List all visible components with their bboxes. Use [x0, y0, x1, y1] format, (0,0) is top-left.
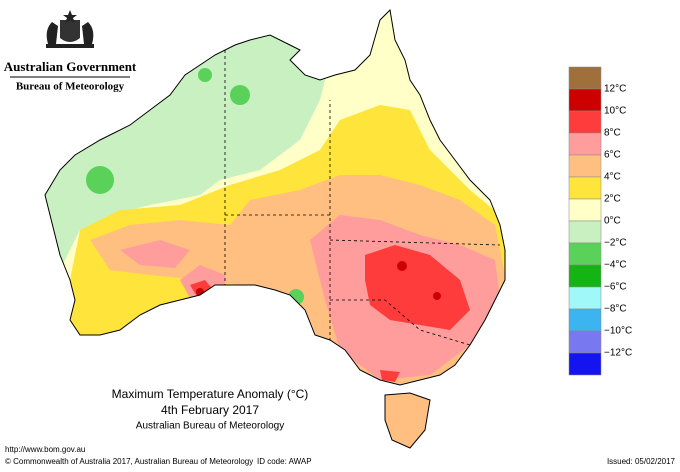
legend: 12°C 10°C 8°C 6°C 4°C 2°C 0°C −2°C −4°C −6°C −8°C −…	[568, 66, 632, 376]
coat-of-arms	[46, 10, 94, 48]
legend-label: 8°C	[604, 128, 621, 139]
government-name: Australian Government	[4, 59, 137, 74]
id-code: ID code: AWAP	[257, 457, 312, 466]
legend-swatch	[568, 154, 602, 178]
legend-label: 12°C	[604, 84, 626, 95]
agency-name: Bureau of Meteorology	[16, 81, 125, 93]
legend-swatch	[568, 330, 602, 354]
copyright: © Commonwealth of Australia 2017, Austra…	[5, 457, 253, 466]
legend-swatch	[568, 264, 602, 288]
legend-swatch	[568, 132, 602, 156]
url: http://www.bom.gov.au	[5, 445, 85, 454]
legend-label: 6°C	[604, 150, 621, 161]
legend-swatch	[568, 198, 602, 222]
legend-swatch	[568, 220, 602, 244]
legend-label: −10°C	[604, 326, 632, 337]
legend-label: −6°C	[604, 282, 627, 293]
map-source: Australian Bureau of Meteorology	[136, 421, 284, 432]
legend-swatch	[568, 66, 602, 90]
legend-swatch	[568, 176, 602, 200]
legend-label: −2°C	[604, 238, 627, 249]
state-borders	[224, 50, 501, 346]
legend-swatch	[568, 110, 602, 134]
issued-date: Issued: 05/02/2017	[607, 457, 676, 466]
legend-label: −8°C	[604, 304, 627, 315]
legend-swatch	[568, 308, 602, 332]
coastline	[44, 8, 506, 449]
legend-label: −12°C	[604, 348, 632, 359]
legend-label: 0°C	[604, 216, 621, 227]
legend-swatch	[568, 352, 602, 376]
legend-label: 10°C	[604, 106, 626, 117]
legend-swatch	[568, 286, 602, 310]
map-date: 4th February 2017	[161, 403, 259, 417]
map-title: Maximum Temperature Anomaly (°C)	[112, 387, 309, 401]
legend-label: 4°C	[604, 172, 621, 183]
legend-swatch	[568, 88, 602, 112]
legend-label: −4°C	[604, 260, 627, 271]
legend-label: 2°C	[604, 194, 621, 205]
legend-swatch	[568, 242, 602, 266]
